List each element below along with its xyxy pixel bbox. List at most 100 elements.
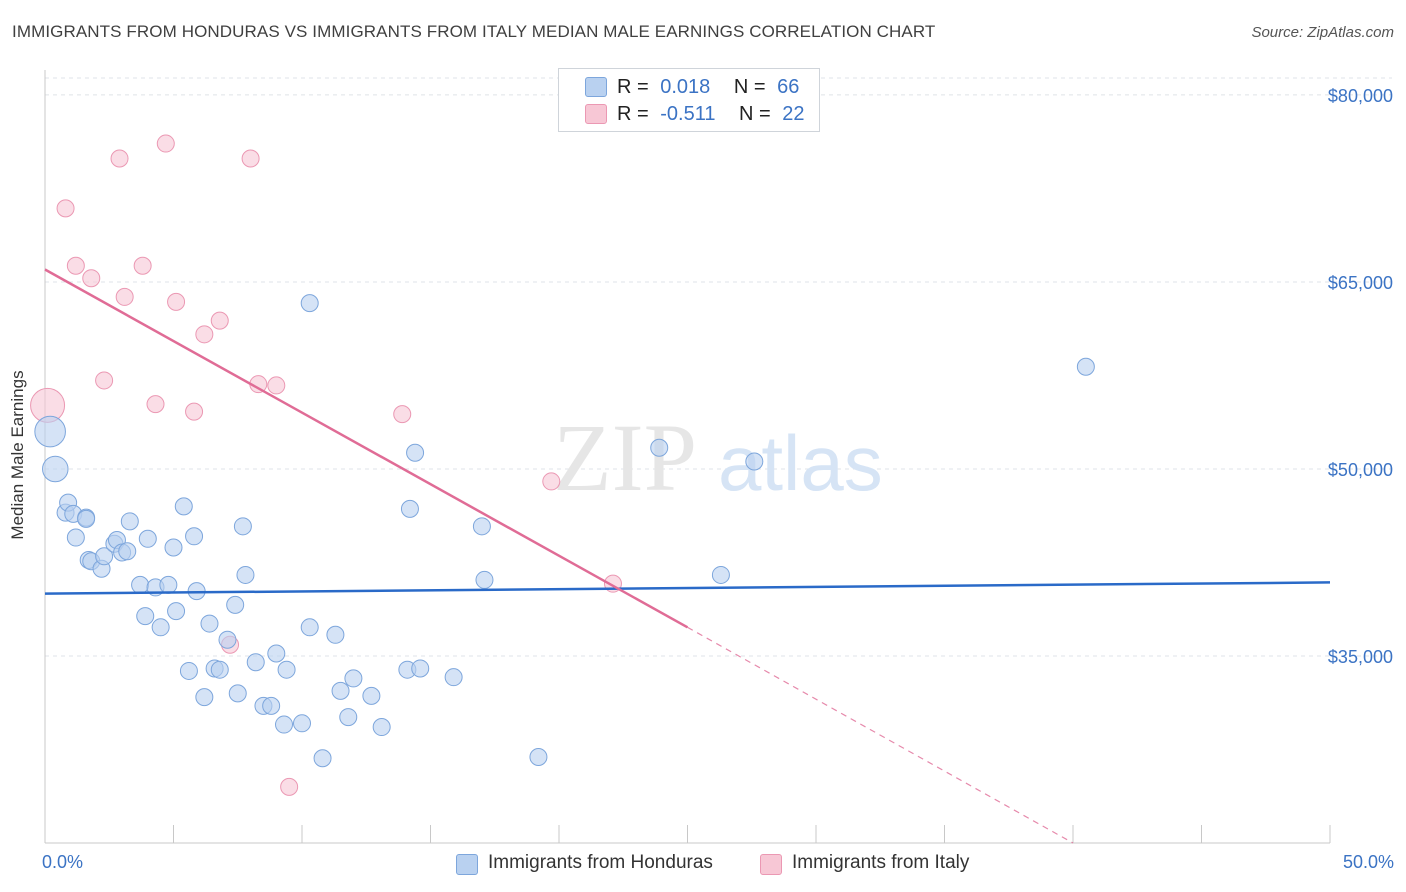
legend-r-value: 0.018 — [660, 75, 711, 98]
italy-point — [195, 325, 214, 344]
honduras-point — [372, 718, 391, 737]
italy-point — [146, 395, 165, 414]
y-tick-label: $80,000 — [1328, 86, 1393, 106]
honduras-point — [472, 517, 491, 536]
honduras-point — [650, 438, 669, 457]
italy-point — [210, 311, 229, 330]
honduras-point — [262, 696, 281, 715]
x-tick-max: 50.0% — [1342, 852, 1394, 872]
chart-title: IMMIGRANTS FROM HONDURAS VS IMMIGRANTS F… — [12, 22, 936, 41]
italy-point — [56, 199, 75, 218]
honduras-point — [275, 715, 294, 734]
honduras-point — [120, 512, 139, 531]
italy-point — [66, 256, 85, 275]
honduras-point — [200, 614, 219, 633]
legend-n-value: 66 — [777, 75, 800, 98]
italy-swatch — [585, 104, 607, 124]
y-tick-label: $65,000 — [1328, 273, 1393, 293]
italy-legend-swatch — [760, 854, 782, 875]
legend-n-label: N = — [739, 102, 771, 125]
honduras-point — [326, 625, 345, 644]
honduras-point — [344, 669, 363, 688]
italy-point — [167, 292, 186, 311]
italy-point — [110, 149, 129, 168]
axes — [44, 70, 1331, 844]
italy-point — [542, 472, 561, 491]
italy-point — [185, 402, 204, 421]
watermark-atlas: atlas — [718, 419, 883, 507]
honduras-point — [267, 644, 286, 663]
honduras-point — [277, 660, 296, 679]
y-tick-label: $35,000 — [1328, 647, 1393, 667]
legend-n-label: N = — [733, 75, 766, 98]
honduras-trend-line — [44, 581, 1331, 595]
honduras-point — [411, 659, 430, 678]
source-label: Source: ZipAtlas.com — [1251, 24, 1394, 41]
italy-point — [95, 371, 114, 390]
honduras-point — [167, 602, 186, 621]
honduras-point — [226, 595, 245, 614]
honduras-point — [745, 452, 764, 471]
italy-points — [30, 134, 622, 796]
honduras-point — [77, 509, 96, 528]
honduras-point — [195, 688, 214, 707]
watermark-zip: ZIP — [553, 404, 697, 511]
y-tick-labels: $35,000 $50,000 $65,000 $80,000 — [1328, 86, 1393, 667]
italy-trend-line — [44, 268, 689, 629]
italy-point — [133, 256, 152, 275]
honduras-point — [406, 443, 425, 462]
honduras-point — [400, 499, 419, 518]
honduras-point — [218, 630, 237, 649]
honduras-point — [236, 565, 255, 584]
italy-point — [156, 134, 175, 153]
honduras-point — [164, 538, 183, 557]
honduras-point — [475, 570, 494, 589]
correlation-legend: R = 0.018 N = 66 R = -0.511 N = 22 — [558, 68, 820, 132]
honduras-point — [34, 415, 66, 448]
legend-n-value: 22 — [782, 102, 805, 125]
italy-point — [82, 269, 101, 288]
legend-r-value: -0.511 — [660, 102, 716, 125]
honduras-legend-swatch — [456, 854, 478, 875]
honduras-point — [1076, 357, 1095, 376]
honduras-point — [529, 747, 548, 766]
legend-r-label: R = — [617, 102, 649, 125]
honduras-points — [34, 294, 1095, 768]
honduras-swatch — [585, 77, 607, 97]
honduras-point — [159, 575, 178, 594]
italy-trend-extension — [687, 626, 1074, 844]
honduras-point — [300, 618, 319, 637]
honduras-point — [151, 618, 170, 637]
trend-lines — [44, 268, 1331, 844]
honduras-point — [131, 575, 150, 594]
honduras-point — [362, 686, 381, 705]
italy-point — [115, 287, 134, 306]
italy-point — [393, 405, 412, 424]
honduras-point — [339, 708, 358, 727]
legend-r-label: R = — [617, 75, 649, 98]
honduras-point — [66, 528, 85, 547]
honduras-point — [174, 497, 193, 516]
honduras-point — [42, 455, 69, 483]
italy-point — [267, 376, 286, 395]
honduras-point — [444, 668, 463, 687]
honduras-point — [293, 714, 311, 733]
y-tick-label: $50,000 — [1328, 460, 1393, 480]
honduras-point — [118, 542, 137, 561]
honduras-point — [228, 684, 247, 703]
x-tick-min: 0.0% — [42, 852, 84, 872]
honduras-legend-label: Immigrants from Honduras — [488, 852, 713, 873]
honduras-point — [711, 565, 730, 584]
honduras-point — [246, 653, 265, 672]
honduras-point — [300, 294, 319, 313]
honduras-point — [331, 681, 350, 700]
honduras-point — [95, 547, 114, 566]
watermark: ZIP atlas — [553, 404, 883, 511]
italy-point — [241, 149, 260, 168]
honduras-point — [185, 527, 204, 546]
honduras-point — [179, 661, 198, 680]
italy-point — [280, 777, 299, 796]
honduras-point — [233, 517, 252, 536]
y-axis-label: Median Male Earnings — [8, 370, 27, 540]
